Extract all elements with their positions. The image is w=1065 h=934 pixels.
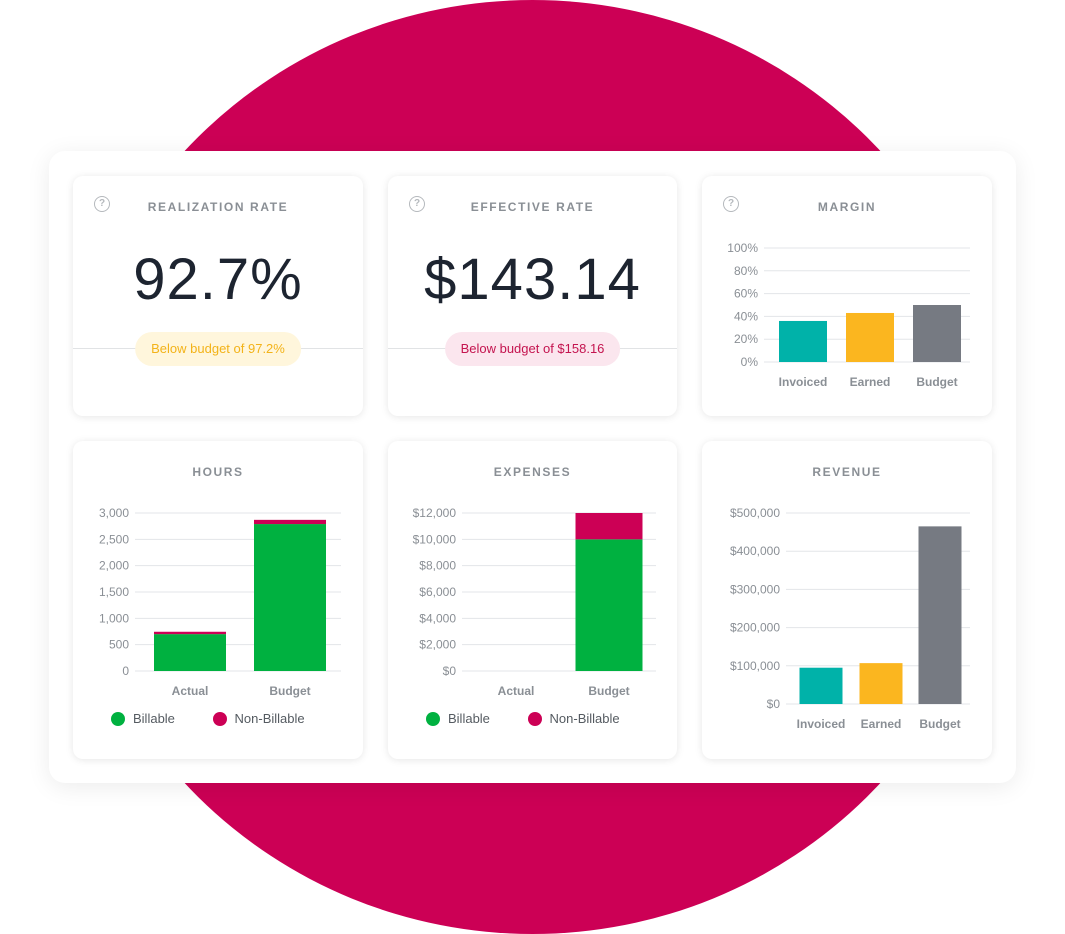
bar-non-billable-actual bbox=[154, 631, 226, 635]
legend-item-non-billable[interactable]: Non-Billable bbox=[527, 711, 620, 726]
legend-item-billable[interactable]: Billable bbox=[426, 711, 490, 726]
legend-item-billable[interactable]: Billable bbox=[111, 711, 175, 726]
y-tick-label: $300,000 bbox=[730, 582, 780, 596]
dashboard-panel: ? REALIZATION RATE 92.7% Below budget of… bbox=[49, 151, 1016, 783]
legend-dot bbox=[426, 711, 440, 726]
x-category-label: Actual bbox=[498, 684, 535, 698]
budget-status-badge: Below budget of 97.2% bbox=[135, 332, 301, 366]
y-tick-label: 500 bbox=[109, 638, 129, 652]
card-title: HOURS bbox=[192, 465, 244, 479]
bar-earned bbox=[846, 312, 894, 362]
y-tick-label: $500,000 bbox=[730, 506, 780, 520]
effective-rate-value: $143.14 bbox=[424, 247, 641, 312]
y-tick-label: 0 bbox=[122, 664, 129, 678]
y-tick-label: 0% bbox=[741, 355, 759, 369]
y-tick-label: $2,000 bbox=[419, 638, 456, 652]
y-tick-label: 80% bbox=[734, 264, 758, 278]
x-category-label: Earned bbox=[850, 375, 891, 389]
legend-label: Billable bbox=[133, 711, 175, 726]
expenses-card: EXPENSES $0 $2,000 $4,000 $6,000 $8,000 $10,0… bbox=[388, 441, 677, 759]
budget-status-badge: Below budget of $158.16 bbox=[444, 332, 621, 366]
margin-card: ? MARGIN 0% 20% 40% 60% 80% 100% Invoiced Earne… bbox=[702, 176, 992, 416]
legend-label: Billable bbox=[448, 711, 490, 726]
revenue-chart: $0 $100,000 $200,000 $300,000 $400,000 $500,0… bbox=[730, 506, 970, 731]
legend-label: Non-Billable bbox=[234, 711, 305, 726]
bar-invoiced bbox=[799, 667, 843, 704]
legend-dot bbox=[527, 711, 542, 726]
bar-budget bbox=[913, 305, 961, 362]
legend-dot bbox=[212, 711, 227, 726]
x-category-label: Invoiced bbox=[797, 717, 846, 731]
y-tick-label: 1,500 bbox=[99, 585, 129, 599]
bar-billable-budget bbox=[575, 539, 643, 671]
x-category-label: Budget bbox=[269, 684, 310, 698]
legend-label: Non-Billable bbox=[549, 711, 620, 726]
revenue-card: REVENUE $0 $100,000 $200,000 $300,000 $400,0… bbox=[702, 441, 992, 759]
realization-rate-value: 92.7% bbox=[133, 247, 303, 312]
legend-dot bbox=[111, 711, 125, 726]
bar-non-billable-budget bbox=[254, 519, 326, 525]
x-category-label: Budget bbox=[916, 375, 957, 389]
y-tick-label: $12,000 bbox=[413, 506, 457, 520]
hours-card: HOURS 0 500 1,000 1,500 2,000 2,500 3,000 Actua… bbox=[73, 441, 363, 759]
help-icon[interactable]: ? bbox=[723, 196, 739, 212]
y-tick-label: $4,000 bbox=[419, 611, 456, 625]
card-title: MARGIN bbox=[817, 200, 877, 214]
bar-billable-budget bbox=[254, 524, 326, 671]
card-title: EFFECTIVE RATE bbox=[470, 200, 595, 214]
chart-legend: Billable Non-Billable bbox=[426, 711, 654, 729]
bar-earned bbox=[859, 663, 903, 704]
y-tick-label: 20% bbox=[734, 332, 758, 346]
y-tick-label: 3,000 bbox=[99, 506, 129, 520]
legend-item-non-billable[interactable]: Non-Billable bbox=[212, 711, 305, 726]
y-tick-label: $100,000 bbox=[730, 659, 780, 673]
y-tick-label: $0 bbox=[767, 697, 781, 711]
y-tick-label: $6,000 bbox=[419, 585, 456, 599]
y-tick-label: 1,000 bbox=[99, 611, 129, 625]
effective-rate-card: ? EFFECTIVE RATE $143.14 Below budget of… bbox=[388, 176, 677, 416]
realization-rate-card: ? REALIZATION RATE 92.7% Below budget of… bbox=[73, 176, 363, 416]
x-category-label: Budget bbox=[919, 717, 960, 731]
card-title: REALIZATION RATE bbox=[147, 200, 289, 214]
bar-invoiced bbox=[779, 320, 827, 362]
y-tick-label: $10,000 bbox=[413, 532, 457, 546]
chart-legend: Billable Non-Billable bbox=[111, 711, 339, 729]
help-icon[interactable]: ? bbox=[409, 196, 425, 212]
hours-chart: 0 500 1,000 1,500 2,000 2,500 3,000 Actual Budge… bbox=[99, 506, 341, 698]
y-tick-label: $8,000 bbox=[419, 559, 456, 573]
card-title: EXPENSES bbox=[493, 465, 572, 479]
bar-non-billable-budget bbox=[575, 513, 643, 540]
y-tick-label: 2,000 bbox=[99, 559, 129, 573]
margin-chart: 0% 20% 40% 60% 80% 100% Invoiced Earned Budget bbox=[727, 241, 970, 389]
y-tick-label: 60% bbox=[734, 287, 758, 301]
card-title: REVENUE bbox=[812, 465, 882, 479]
y-tick-label: 2,500 bbox=[99, 532, 129, 546]
x-category-label: Earned bbox=[861, 717, 902, 731]
x-category-label: Budget bbox=[588, 684, 629, 698]
bar-budget bbox=[918, 526, 962, 704]
y-tick-label: 40% bbox=[734, 309, 758, 323]
x-category-label: Actual bbox=[172, 684, 209, 698]
help-icon[interactable]: ? bbox=[94, 196, 110, 212]
y-tick-label: 100% bbox=[727, 241, 758, 255]
x-category-label: Invoiced bbox=[779, 375, 828, 389]
y-tick-label: $400,000 bbox=[730, 544, 780, 558]
y-tick-label: $200,000 bbox=[730, 621, 780, 635]
y-tick-label: $0 bbox=[443, 664, 457, 678]
expenses-chart: $0 $2,000 $4,000 $6,000 $8,000 $10,000 $12,000… bbox=[413, 506, 656, 698]
bar-billable-actual bbox=[154, 634, 226, 671]
